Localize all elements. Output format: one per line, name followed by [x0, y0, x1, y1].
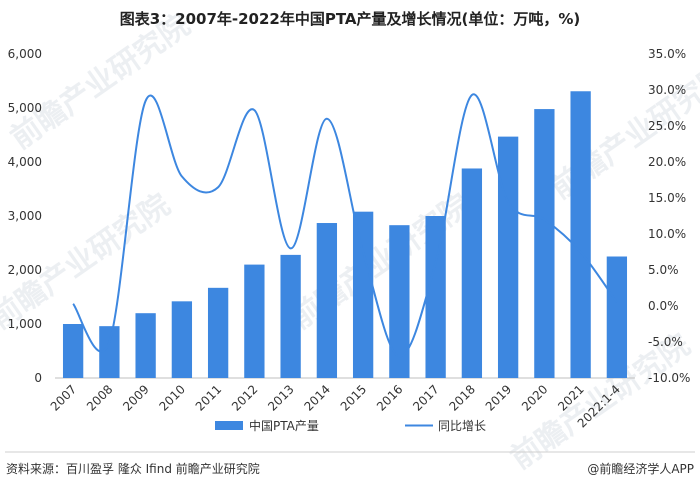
- x-tick-label: 2014: [301, 382, 332, 413]
- y-right-tick-label: 15.0%: [648, 191, 686, 205]
- y-right-tick-label: -5.0%: [648, 335, 683, 349]
- y-right-tick-label: 0.0%: [648, 299, 679, 313]
- x-tick-label: 2017: [410, 382, 441, 413]
- brand-credit: @前瞻经济学人APP: [587, 461, 694, 476]
- legend-bar-swatch: [215, 421, 243, 430]
- y-right-tick-label: 10.0%: [648, 227, 686, 241]
- x-tick-label: 2012: [229, 382, 260, 413]
- y-left-tick-label: 1,000: [8, 317, 42, 331]
- x-tick-label: 2010: [156, 382, 187, 413]
- y-right-tick-label: 30.0%: [648, 83, 686, 97]
- y-right-tick-label: -10.0%: [648, 371, 690, 385]
- bar-production: [316, 223, 338, 378]
- y-right-tick-label: 5.0%: [648, 263, 679, 277]
- x-tick-label: 2016: [374, 382, 405, 413]
- bar-production: [425, 216, 446, 378]
- bar-production: [606, 256, 628, 378]
- axes-group: 0 1,000 2,000 3,000 4,000 5,000 6,000 -10.0% -5.…: [8, 47, 691, 430]
- chart-title: 图表3：2007年-2022年中国PTA产量及增长情况(单位：万吨，%): [120, 10, 581, 28]
- bar-production: [497, 136, 519, 378]
- y-left-tick-label: 6,000: [8, 47, 42, 61]
- bar-production: [207, 287, 229, 378]
- legend-bar-label: 中国PTA产量: [249, 418, 319, 433]
- y-right-tick-label: 25.0%: [648, 119, 686, 133]
- y-right-tick-label: 20.0%: [648, 155, 686, 169]
- x-tick-label: 2007: [48, 382, 79, 413]
- bar-production: [135, 313, 156, 378]
- bar-production: [534, 109, 555, 378]
- bar-production: [62, 324, 84, 378]
- y-left-tick-label: 0: [34, 371, 42, 385]
- x-tick-label: 2009: [120, 382, 151, 413]
- bar-production: [461, 168, 483, 378]
- source-note: 资料来源：百川盈孚 隆众 Ifind 前瞻产业研究院: [6, 461, 260, 476]
- bar-production: [99, 326, 120, 378]
- bar-production: [352, 211, 374, 378]
- x-tick-label: 2011: [193, 382, 224, 413]
- legend-line-label: 同比增长: [438, 419, 486, 433]
- x-tick-label: 2020: [519, 382, 550, 413]
- line-group: [72, 93, 618, 358]
- y-left-tick-label: 4,000: [8, 155, 42, 169]
- bar-production: [280, 254, 301, 378]
- bar-production: [244, 264, 265, 378]
- bar-production: [171, 301, 193, 378]
- y-left-tick-label: 5,000: [8, 101, 42, 115]
- x-tick-label: 2019: [483, 382, 514, 413]
- x-tick-label: 2013: [265, 382, 296, 413]
- x-tick-label: 2008: [84, 382, 115, 413]
- legend: 中国PTA产量 同比增长: [215, 418, 486, 433]
- y-right-tick-label: 35.0%: [648, 47, 686, 61]
- y-left-tick-label: 2,000: [8, 263, 42, 277]
- y-left-tick-label: 3,000: [8, 209, 42, 223]
- bars-group: [62, 91, 628, 378]
- x-tick-label: 2015: [338, 382, 369, 413]
- bar-production: [389, 225, 410, 378]
- bar-production: [570, 91, 591, 378]
- growth-line: [72, 93, 618, 358]
- x-tick-label: 2018: [446, 382, 477, 413]
